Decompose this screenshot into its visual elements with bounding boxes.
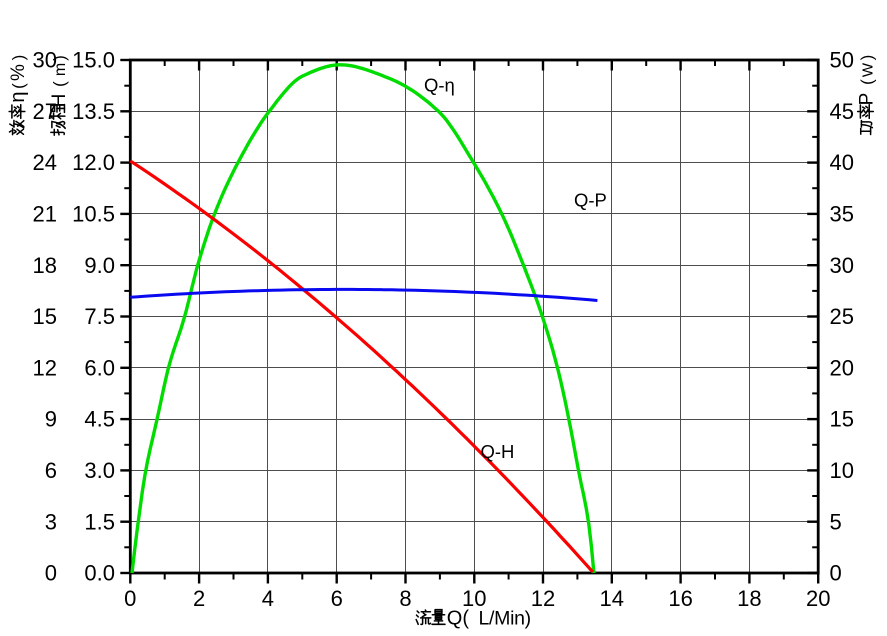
svg-text:20: 20: [830, 355, 854, 380]
svg-text:10.5: 10.5: [72, 202, 115, 227]
svg-text:25: 25: [830, 304, 854, 329]
svg-text:0: 0: [830, 561, 842, 586]
svg-text:6: 6: [331, 586, 343, 611]
svg-text:15: 15: [33, 304, 57, 329]
svg-text:5: 5: [830, 509, 842, 534]
svg-text:45: 45: [830, 99, 854, 124]
svg-text:): ): [857, 55, 876, 61]
svg-text:12.0: 12.0: [72, 150, 115, 175]
svg-text:Q-H: Q-H: [481, 441, 515, 462]
svg-text:13.5: 13.5: [72, 99, 115, 124]
svg-text:50: 50: [830, 48, 854, 73]
svg-text:m: m: [52, 63, 69, 76]
svg-text:(: (: [50, 81, 69, 87]
svg-text:15.0: 15.0: [72, 48, 115, 73]
svg-text:16: 16: [668, 586, 692, 611]
svg-text:): ): [9, 55, 28, 61]
svg-text:10: 10: [830, 458, 854, 483]
svg-text:4.5: 4.5: [84, 407, 115, 432]
svg-text:H: H: [49, 94, 70, 108]
svg-text:8: 8: [399, 586, 411, 611]
svg-text:2: 2: [193, 586, 205, 611]
svg-text:12: 12: [33, 355, 57, 380]
svg-text:40: 40: [830, 150, 854, 175]
svg-text:18: 18: [33, 253, 57, 278]
svg-text:L/Min): L/Min): [479, 608, 531, 630]
svg-text:30: 30: [830, 253, 854, 278]
svg-text:3.0: 3.0: [84, 458, 115, 483]
svg-text:7.5: 7.5: [84, 304, 115, 329]
svg-text:6.0: 6.0: [84, 355, 115, 380]
svg-text:4: 4: [262, 586, 274, 611]
svg-text:0: 0: [45, 561, 57, 586]
svg-text:0.0: 0.0: [84, 561, 115, 586]
svg-text:(: (: [9, 83, 28, 89]
svg-text:9.0: 9.0: [84, 253, 115, 278]
svg-text:Q-P: Q-P: [574, 190, 607, 211]
svg-text:6: 6: [45, 458, 57, 483]
svg-text:24: 24: [33, 150, 57, 175]
svg-text:0: 0: [124, 586, 136, 611]
svg-text:15: 15: [830, 407, 854, 432]
svg-text:Q(: Q(: [447, 608, 470, 630]
svg-text:1.5: 1.5: [84, 509, 115, 534]
svg-text:W: W: [859, 62, 876, 77]
svg-text:10: 10: [462, 586, 486, 611]
svg-text:12: 12: [531, 586, 555, 611]
svg-text:η: η: [7, 91, 29, 102]
svg-text:%: %: [8, 64, 29, 81]
svg-text:21: 21: [33, 202, 57, 227]
svg-text:Q-η: Q-η: [424, 75, 455, 96]
svg-text:30: 30: [33, 48, 57, 73]
svg-text:14: 14: [600, 586, 624, 611]
svg-text:): ): [50, 55, 69, 61]
svg-text:18: 18: [737, 586, 761, 611]
svg-text:35: 35: [830, 202, 854, 227]
svg-text:20: 20: [806, 586, 830, 611]
svg-text:(: (: [857, 79, 876, 85]
svg-text:9: 9: [45, 407, 57, 432]
svg-text:3: 3: [45, 509, 57, 534]
svg-text:P: P: [856, 93, 877, 106]
